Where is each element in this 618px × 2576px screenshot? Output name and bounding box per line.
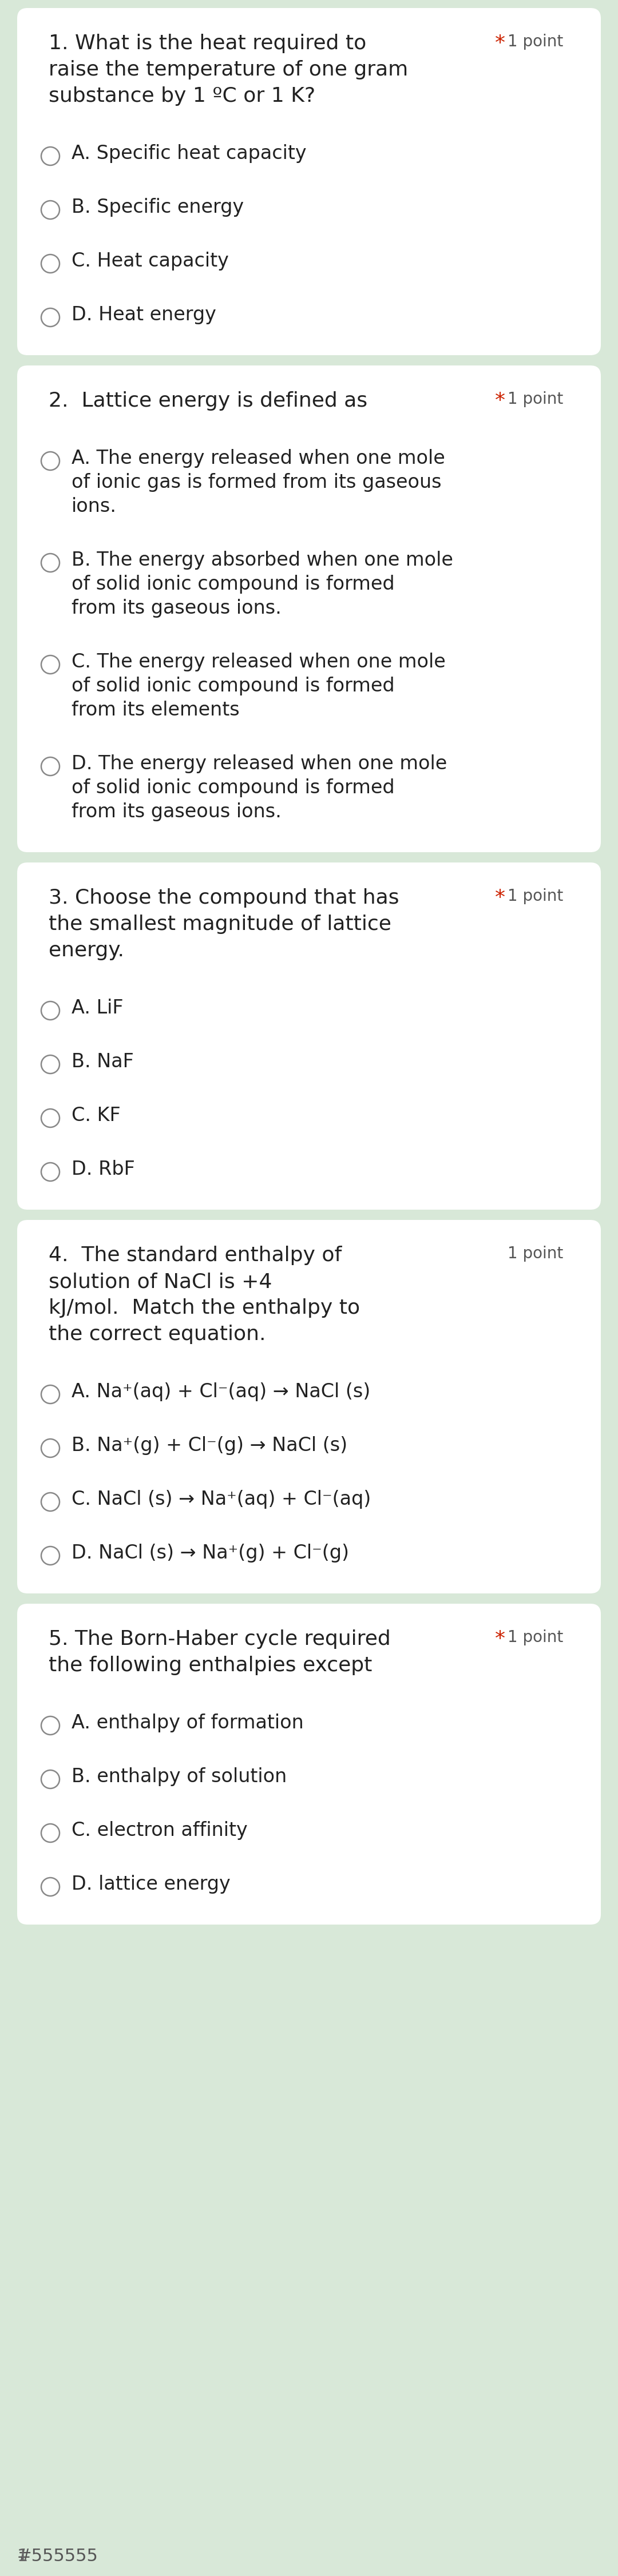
- FancyBboxPatch shape: [17, 366, 601, 853]
- Text: *: *: [495, 889, 506, 907]
- Text: B. NaF: B. NaF: [72, 1054, 134, 1072]
- Text: *: *: [495, 1631, 506, 1649]
- Text: C. KF: C. KF: [72, 1105, 121, 1126]
- Text: 5. The Born-Haber cycle required: 5. The Born-Haber cycle required: [49, 1631, 391, 1649]
- Text: C. The energy released when one mole: C. The energy released when one mole: [72, 652, 446, 672]
- Text: kJ/mol.  Match the enthalpy to: kJ/mol. Match the enthalpy to: [49, 1298, 360, 1319]
- Circle shape: [41, 201, 59, 219]
- Text: from its gaseous ions.: from its gaseous ions.: [72, 598, 281, 618]
- Text: #555555: #555555: [17, 2548, 98, 2566]
- Text: the smallest magnitude of lattice: the smallest magnitude of lattice: [49, 914, 391, 935]
- Text: substance by 1 ºC or 1 K?: substance by 1 ºC or 1 K?: [49, 88, 315, 106]
- Text: C. Heat capacity: C. Heat capacity: [72, 252, 229, 270]
- Text: *: *: [495, 33, 506, 54]
- Text: A. Na⁺(aq) + Cl⁻(aq) → NaCl (s): A. Na⁺(aq) + Cl⁻(aq) → NaCl (s): [72, 1383, 370, 1401]
- Circle shape: [41, 757, 59, 775]
- Text: of ionic gas is formed from its gaseous: of ionic gas is formed from its gaseous: [72, 474, 441, 492]
- Text: B. enthalpy of solution: B. enthalpy of solution: [72, 1767, 287, 1785]
- FancyBboxPatch shape: [17, 1221, 601, 1595]
- Text: raise the temperature of one gram: raise the temperature of one gram: [49, 59, 408, 80]
- Text: D. lattice energy: D. lattice energy: [72, 1875, 231, 1893]
- Circle shape: [41, 1002, 59, 1020]
- Text: A. The energy released when one mole: A. The energy released when one mole: [72, 448, 445, 469]
- Text: from its gaseous ions.: from its gaseous ions.: [72, 804, 281, 822]
- Text: D. RbF: D. RbF: [72, 1159, 135, 1180]
- Text: D. The energy released when one mole: D. The energy released when one mole: [72, 755, 447, 773]
- Text: the following enthalpies except: the following enthalpies except: [49, 1656, 372, 1674]
- Text: of solid ionic compound is formed: of solid ionic compound is formed: [72, 778, 395, 799]
- Text: 1. What is the heat required to: 1. What is the heat required to: [49, 33, 366, 54]
- Circle shape: [41, 1878, 59, 1896]
- Circle shape: [41, 554, 59, 572]
- Text: 2.  Lattice energy is defined as: 2. Lattice energy is defined as: [49, 392, 368, 410]
- Text: energy.: energy.: [49, 940, 124, 961]
- Text: C. NaCl (s) → Na⁺(aq) + Cl⁻(aq): C. NaCl (s) → Na⁺(aq) + Cl⁻(aq): [72, 1489, 371, 1510]
- Circle shape: [41, 1386, 59, 1404]
- Text: 1 point: 1 point: [507, 392, 563, 407]
- Circle shape: [41, 1056, 59, 1074]
- FancyBboxPatch shape: [17, 1605, 601, 1924]
- Text: 1: 1: [17, 2548, 28, 2566]
- FancyBboxPatch shape: [17, 8, 601, 355]
- Text: from its elements: from its elements: [72, 701, 240, 719]
- Text: C. electron affinity: C. electron affinity: [72, 1821, 248, 1839]
- Circle shape: [41, 147, 59, 165]
- Circle shape: [41, 1492, 59, 1512]
- Text: A. Specific heat capacity: A. Specific heat capacity: [72, 144, 307, 162]
- Text: of solid ionic compound is formed: of solid ionic compound is formed: [72, 677, 395, 696]
- Circle shape: [41, 1440, 59, 1458]
- Text: 1 point: 1 point: [507, 1247, 563, 1262]
- Text: B. The energy absorbed when one mole: B. The energy absorbed when one mole: [72, 551, 453, 569]
- Circle shape: [41, 1770, 59, 1788]
- Text: B. Na⁺(g) + Cl⁻(g) → NaCl (s): B. Na⁺(g) + Cl⁻(g) → NaCl (s): [72, 1437, 347, 1455]
- Text: 1 point: 1 point: [507, 1631, 563, 1646]
- Circle shape: [41, 451, 59, 471]
- Text: 4.  The standard enthalpy of: 4. The standard enthalpy of: [49, 1247, 342, 1265]
- Text: A. enthalpy of formation: A. enthalpy of formation: [72, 1713, 303, 1734]
- Circle shape: [41, 309, 59, 327]
- Text: the correct equation.: the correct equation.: [49, 1324, 266, 1345]
- Text: B. Specific energy: B. Specific energy: [72, 198, 244, 216]
- Text: ions.: ions.: [72, 497, 117, 515]
- Text: 1 point: 1 point: [507, 33, 563, 49]
- Text: A. LiF: A. LiF: [72, 999, 124, 1018]
- Circle shape: [41, 1546, 59, 1564]
- Circle shape: [41, 255, 59, 273]
- Text: D. Heat energy: D. Heat energy: [72, 307, 216, 325]
- Circle shape: [41, 1110, 59, 1128]
- Text: solution of NaCl is +4: solution of NaCl is +4: [49, 1273, 272, 1291]
- Text: *: *: [495, 392, 506, 410]
- Circle shape: [41, 1162, 59, 1180]
- FancyBboxPatch shape: [17, 863, 601, 1211]
- Text: 1 point: 1 point: [507, 889, 563, 904]
- Text: of solid ionic compound is formed: of solid ionic compound is formed: [72, 574, 395, 592]
- Text: D. NaCl (s) → Na⁺(g) + Cl⁻(g): D. NaCl (s) → Na⁺(g) + Cl⁻(g): [72, 1543, 349, 1564]
- Text: 3. Choose the compound that has: 3. Choose the compound that has: [49, 889, 399, 907]
- Circle shape: [41, 1716, 59, 1734]
- Circle shape: [41, 1824, 59, 1842]
- Circle shape: [41, 654, 59, 675]
